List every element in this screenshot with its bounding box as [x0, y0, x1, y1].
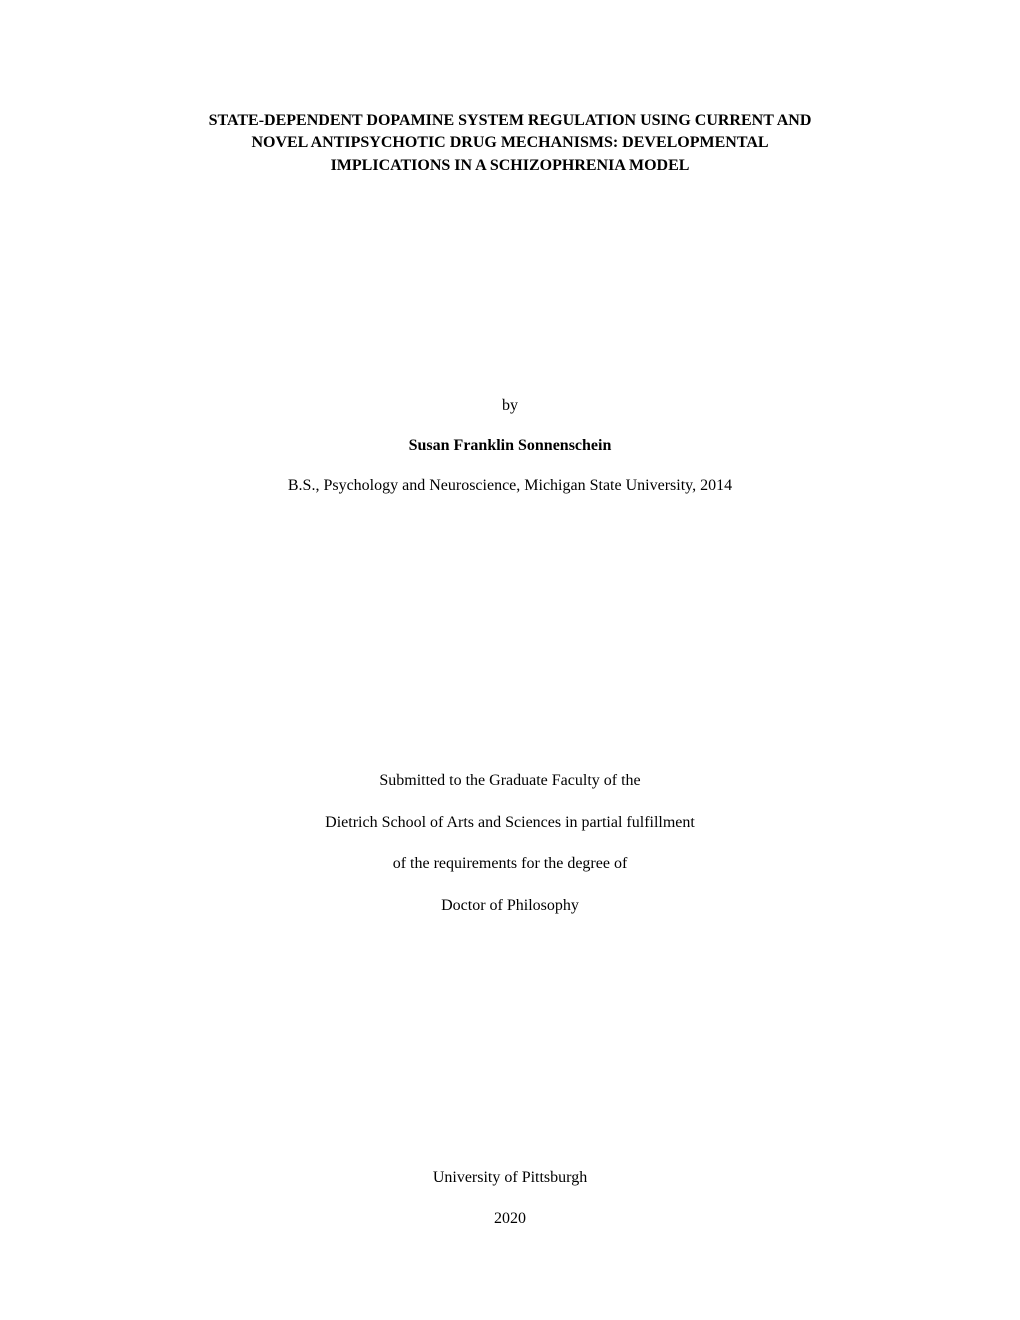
author-credentials: B.S., Psychology and Neuroscience, Michi…: [125, 477, 895, 495]
by-label: by: [125, 397, 895, 415]
institution-year: 2020: [125, 1198, 895, 1240]
institution-block: University of Pittsburgh 2020: [125, 1157, 895, 1240]
submission-statement: Submitted to the Graduate Faculty of the…: [125, 760, 895, 926]
title-line-3: IMPLICATIONS IN A SCHIZOPHRENIA MODEL: [125, 155, 895, 177]
submission-line-2: Dietrich School of Arts and Sciences in …: [125, 802, 895, 844]
submission-line-1: Submitted to the Graduate Faculty of the: [125, 760, 895, 802]
title-line-2: NOVEL ANTIPSYCHOTIC DRUG MECHANISMS: DEV…: [125, 132, 895, 154]
institution-name: University of Pittsburgh: [125, 1157, 895, 1199]
dissertation-title: STATE-DEPENDENT DOPAMINE SYSTEM REGULATI…: [125, 110, 895, 177]
title-line-1: STATE-DEPENDENT DOPAMINE SYSTEM REGULATI…: [125, 110, 895, 132]
submission-line-4: Doctor of Philosophy: [125, 885, 895, 927]
author-name: Susan Franklin Sonnenschein: [125, 437, 895, 455]
submission-line-3: of the requirements for the degree of: [125, 843, 895, 885]
